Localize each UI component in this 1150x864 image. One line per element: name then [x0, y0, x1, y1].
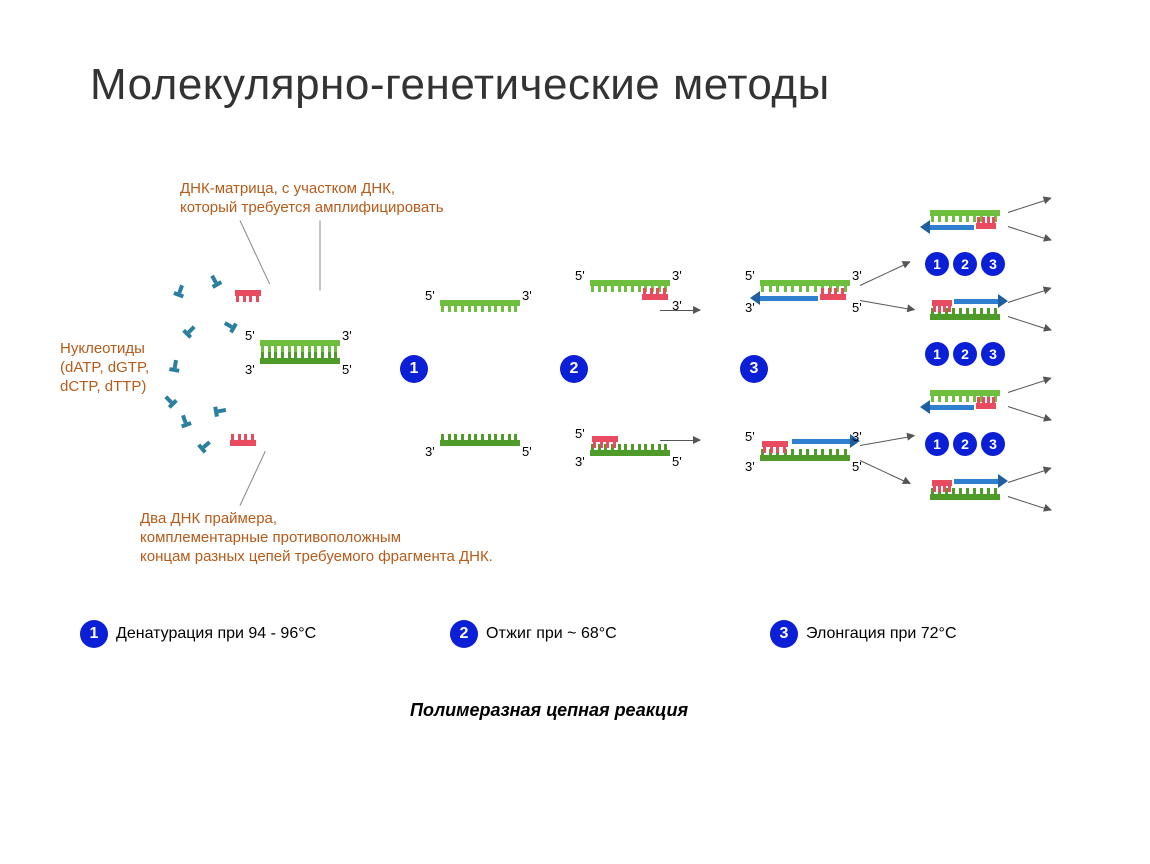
strand-end-label: 3' [522, 288, 532, 303]
strand-end-label: 3' [852, 429, 862, 444]
flow-arrow [1008, 378, 1051, 393]
strand-end-label: 3' [245, 362, 255, 377]
polymerase-arrow [930, 225, 974, 230]
nucleotide-icon [208, 273, 223, 288]
polymerase-arrow [930, 405, 974, 410]
arrow-head-icon [920, 220, 930, 234]
label-template: ДНК-матрица, с участком ДНК, который тре… [180, 180, 444, 218]
arrow-head-icon [998, 474, 1008, 488]
legend-step-1: 1 Денатурация при 94 - 96°C [80, 620, 316, 648]
dna-strand [590, 450, 670, 456]
step-badge-1: 1 [400, 355, 428, 383]
nucleotide-icon [182, 323, 198, 339]
cycle-badge-group: 123 [925, 252, 1005, 276]
arrow-head-icon [998, 294, 1008, 308]
dna-strand [760, 455, 850, 461]
primer [230, 440, 256, 446]
strand-end-label: 3' [852, 268, 862, 283]
strand-end-label: 3' [425, 444, 435, 459]
strand-end-label: 5' [852, 300, 862, 315]
flow-arrow [860, 300, 914, 311]
polymerase-arrow [792, 439, 850, 444]
label-primers: Два ДНК праймера, комплементарные против… [140, 510, 493, 566]
nucleotide-icon [222, 319, 237, 334]
strand-end-label: 3' [745, 300, 755, 315]
dna-strand [440, 440, 520, 446]
dna-strand [930, 314, 1000, 320]
strand-end-label: 3' [342, 328, 352, 343]
pcr-diagram: ДНК-матрица, с участком ДНК, который тре… [60, 180, 1090, 740]
nucleotide-icon [162, 393, 178, 409]
diagram-caption: Полимеразная цепная реакция [410, 700, 688, 721]
strand-end-label: 5' [745, 268, 755, 283]
flow-arrow [1008, 198, 1051, 213]
primer [976, 223, 996, 229]
strand-end-label: 5' [425, 288, 435, 303]
flow-arrow [1008, 496, 1051, 511]
nucleotide-icon [178, 414, 192, 429]
flow-arrow [660, 310, 700, 311]
nucleotide-icon [213, 405, 227, 417]
label-nucleotides: Нуклеотиды (dATP, dGTP, dCTP, dTTP) [60, 340, 149, 396]
strand-end-label: 3' [575, 454, 585, 469]
flow-arrow [860, 262, 910, 286]
primer [976, 403, 996, 409]
nucleotide-icon [169, 359, 181, 373]
strand-end-label: 5' [522, 444, 532, 459]
pointer-line [320, 221, 321, 291]
arrow-head-icon [920, 400, 930, 414]
primer [820, 294, 846, 300]
dna-strand [260, 358, 340, 364]
strand-end-label: 5' [745, 429, 755, 444]
legend-step-3: 3 Элонгация при 72°C [770, 620, 957, 648]
cycle-badge-group: 123 [925, 432, 1005, 456]
strand-end-label: 3' [672, 268, 682, 283]
strand-end-label: 3' [745, 459, 755, 474]
polymerase-arrow [954, 299, 998, 304]
strand-end-label: 5' [672, 454, 682, 469]
strand-end-label: 5' [342, 362, 352, 377]
strand-end-label: 5' [575, 268, 585, 283]
step-badge-3: 3 [740, 355, 768, 383]
flow-arrow [1008, 288, 1051, 303]
flow-arrow [1008, 468, 1051, 483]
legend-step-2: 2 Отжиг при ~ 68°C [450, 620, 617, 648]
polymerase-arrow [760, 296, 818, 301]
flow-arrow [860, 435, 914, 446]
flow-arrow [1008, 316, 1051, 331]
step-badge-2: 2 [560, 355, 588, 383]
flow-arrow [860, 460, 910, 484]
primer [642, 294, 668, 300]
strand-end-label: 5' [245, 328, 255, 343]
pointer-line [240, 220, 270, 284]
nucleotide-icon [173, 284, 187, 299]
cycle-badge-group: 123 [925, 342, 1005, 366]
flow-arrow [660, 440, 700, 441]
dna-strand [930, 494, 1000, 500]
pointer-line [240, 451, 266, 506]
polymerase-arrow [954, 479, 998, 484]
flow-arrow [1008, 406, 1051, 421]
flow-arrow [1008, 226, 1051, 241]
slide-title: Молекулярно-генетические методы [90, 60, 830, 110]
nucleotide-icon [197, 438, 213, 453]
strand-end-label: 5' [575, 426, 585, 441]
